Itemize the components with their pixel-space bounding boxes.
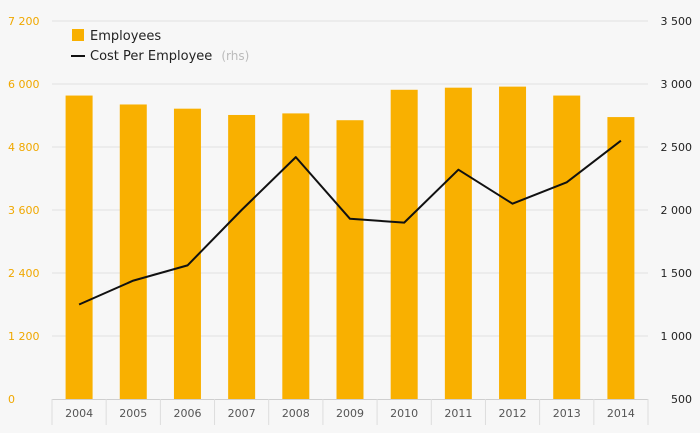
x-tick-label: 2005 [119,407,147,420]
line-cost-per-employee [78,139,622,306]
bar-employees-2009 [336,120,364,399]
y-right-tick-label: 1 500 [661,267,693,280]
y-right-tick-label: 500 [671,393,692,406]
y-left-tick-label: 3 600 [8,204,40,217]
y-right-tick-label: 3 500 [661,15,693,28]
bar-employees-2012 [499,86,527,399]
legend-label-cost-suffix: (rhs) [221,49,249,63]
cost-line-layer [78,139,622,306]
x-tick-label: 2012 [499,407,527,420]
legend-label-cost-per-employee: Cost Per Employee (rhs) [90,45,249,64]
y-left-tick-label: 7 200 [8,15,40,28]
bar-employees-2005 [119,104,147,399]
y-left-tick-label: 4 800 [8,141,40,154]
x-tick-label: 2014 [607,407,635,420]
bar-employees-2007 [228,114,256,399]
x-tick-label: 2007 [228,407,256,420]
bar-employees-2008 [282,113,310,400]
x-tick-label: 2010 [390,407,418,420]
employee-bars [65,86,635,400]
bar-employees-2004 [65,95,93,400]
x-tick-label: 2004 [65,407,93,420]
y-left-tick-label: 2 400 [8,267,40,280]
y-right-tick-label: 1 000 [661,330,693,343]
x-tick-label: 2013 [553,407,581,420]
y-left-tick-label: 0 [8,393,15,406]
y-right-tick-label: 2 500 [661,141,693,154]
bar-employees-2011 [444,87,472,400]
y-right-tick-label: 3 000 [661,78,693,91]
x-tick-label: 2008 [282,407,310,420]
bar-employees-2010 [390,89,418,400]
y-left-tick-label: 6 000 [8,78,40,91]
bar-employees-2014 [607,117,635,399]
y-right-tick-label: 2 000 [661,204,693,217]
legend-swatch-employees [72,29,84,41]
x-tick-label: 2006 [173,407,201,420]
x-tick-label: 2009 [336,407,364,420]
legend-label-employees: Employees [90,29,161,44]
x-tick-label: 2011 [444,407,472,420]
y-left-tick-label: 1 200 [8,330,40,343]
bar-employees-2006 [173,108,201,400]
axes: 0 1 200 2 400 3 600 4 800 6 000 7 200 500 1 000 1… [8,15,692,425]
legend-label-cost-name: Cost Per Employee [90,49,212,64]
legend: Employees Cost Per Employee (rhs) [71,29,249,64]
bar-employees-2013 [553,95,581,400]
